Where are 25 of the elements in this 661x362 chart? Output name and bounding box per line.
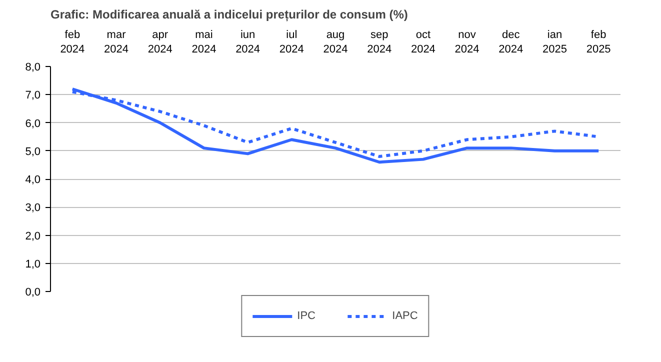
y-tick-label: 6,0 [25, 118, 41, 130]
y-tick-label: 2,0 [25, 230, 41, 242]
y-tick-label: 1,0 [25, 258, 41, 270]
x-tick-label: feb 2024 [60, 29, 85, 56]
x-tick-label: feb 2025 [586, 29, 611, 56]
x-tick-label: aug 2024 [323, 29, 348, 56]
chart-title: Grafic: Modificarea anuală a indicelui prețurilor de consum (%) [50, 8, 408, 22]
legend-label: IPC [297, 310, 316, 322]
y-tick-label: 4,0 [25, 174, 41, 186]
x-tick-label: iun 2024 [236, 29, 260, 56]
x-tick-label: nov 2024 [454, 29, 480, 56]
x-tick-label: mar 2024 [104, 29, 129, 56]
x-tick-label: iul 2024 [279, 29, 304, 56]
y-tick-label: 5,0 [25, 146, 41, 158]
x-tick-label: apr 2024 [148, 29, 172, 56]
x-tick-label: ian 2025 [542, 29, 567, 56]
y-tick-label: 3,0 [25, 202, 41, 214]
x-tick-label: dec 2024 [498, 29, 524, 56]
x-tick-label: sep 2024 [367, 29, 392, 56]
x-tick-label: oct 2024 [410, 29, 436, 56]
y-tick-label: 8,0 [25, 62, 41, 74]
y-tick-label: 7,0 [25, 90, 41, 102]
y-tick-label: 0,0 [25, 286, 41, 298]
legend-label: IAPC [392, 310, 418, 322]
x-tick-label: mai 2024 [192, 29, 216, 56]
